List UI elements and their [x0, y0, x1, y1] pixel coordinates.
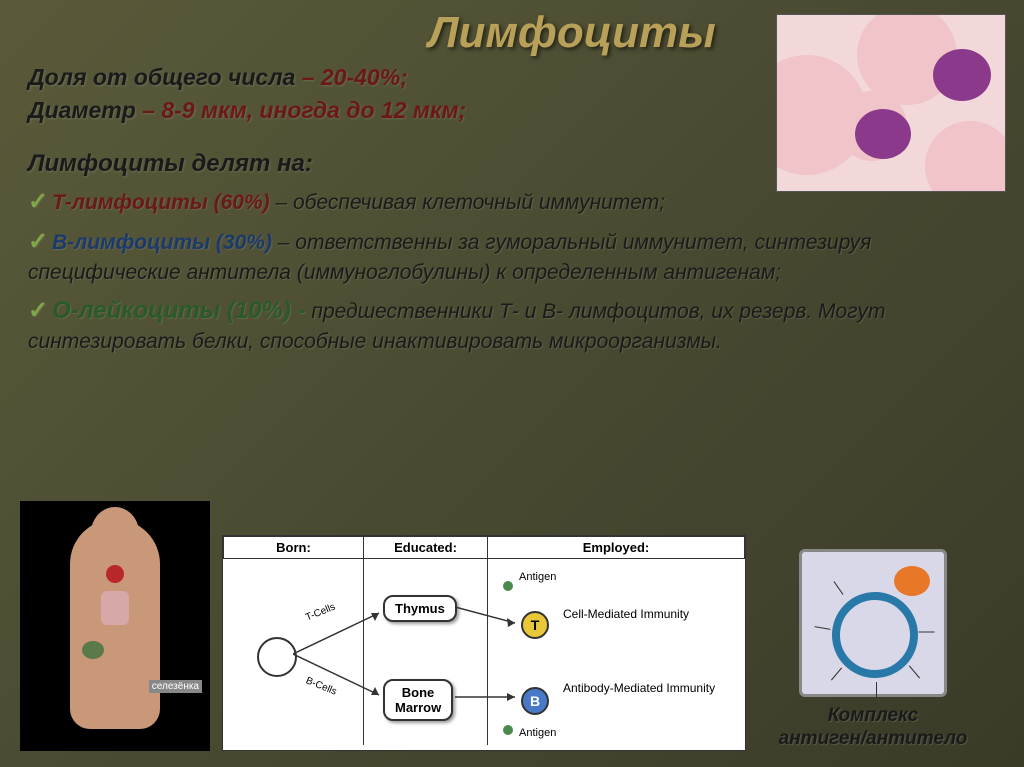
check-icon: ✓	[28, 188, 48, 215]
antibody-mediated-label: Antibody-Mediated Immunity	[563, 681, 715, 695]
stem-cell-icon	[257, 637, 297, 677]
check-icon: ✓	[28, 297, 48, 324]
complex-caption: Комплексантиген/антитело	[758, 705, 988, 751]
antigen-antibody-image	[799, 549, 947, 697]
cell-mediated-label: Cell-Mediated Immunity	[563, 607, 689, 621]
t-cell-icon: T	[521, 611, 549, 639]
spleen-label: селезёнка	[149, 680, 202, 693]
bullet-b-lymphocytes: ✓В-лимфоциты (30%) – ответственны за гум…	[28, 226, 1004, 287]
bone-marrow-box: Bone Marrow	[383, 679, 453, 721]
diagram-col-educated: Educated:	[364, 537, 488, 559]
antigen-icon	[503, 581, 513, 591]
diagram-col-employed: Employed:	[488, 537, 745, 559]
antigen-antibody-block: Комплексантиген/антитело	[758, 549, 988, 751]
antigen-icon	[503, 725, 513, 735]
bullet-o-leukocytes: ✓О-лейкоциты (10%) - предшественники Т- …	[28, 295, 1004, 356]
b-cell-icon: B	[521, 687, 549, 715]
anatomy-image: селезёнка	[20, 501, 210, 751]
thymus-box: Thymus	[383, 595, 457, 622]
antigen-label: Antigen	[519, 571, 556, 583]
check-icon: ✓	[28, 228, 48, 255]
diagram-col-born: Born:	[224, 537, 364, 559]
lymphocyte-diagram: Born: Educated: Employed: T-Cells B-Cell…	[222, 535, 746, 751]
bottom-figures: селезёнка Born: Educated: Employed: T-Ce…	[20, 501, 1004, 751]
micrograph-image	[776, 14, 1006, 192]
antigen-label: Antigen	[519, 727, 556, 739]
